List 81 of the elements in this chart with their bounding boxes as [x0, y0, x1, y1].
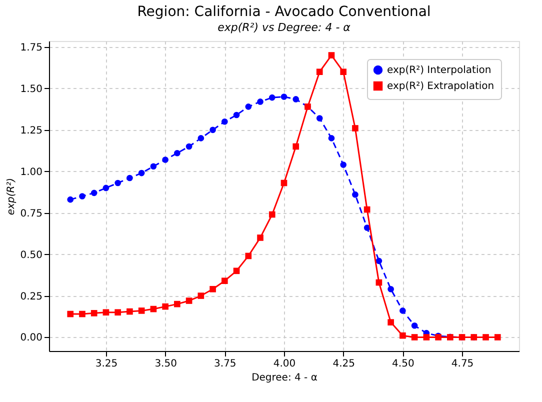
- y-tick-label: 1.75: [20, 42, 42, 54]
- point: [316, 115, 323, 122]
- point: [162, 303, 168, 310]
- point: [79, 193, 86, 200]
- x-tick-label: 4.00: [273, 358, 296, 370]
- legend-label: exp(R²) Extrapolation: [387, 81, 494, 92]
- point: [268, 211, 276, 218]
- point: [316, 68, 323, 76]
- y-tick-label: 1.50: [20, 84, 42, 95]
- point: [340, 162, 347, 168]
- point: [376, 258, 382, 264]
- point: [292, 96, 300, 102]
- point: [352, 125, 358, 132]
- point: [423, 334, 430, 340]
- point: [376, 279, 382, 286]
- x-axis-title: Degree: 4 - α: [252, 372, 318, 384]
- chart-subtitle: exp(R²) vs Degree: 4 - α: [218, 21, 352, 34]
- point: [411, 322, 418, 329]
- point: [221, 278, 228, 284]
- point: [328, 52, 335, 58]
- point: [388, 319, 394, 326]
- point: [233, 268, 240, 274]
- point: [364, 206, 370, 213]
- point: [186, 298, 192, 304]
- point: [482, 334, 489, 340]
- point: [233, 112, 240, 118]
- point: [114, 309, 121, 316]
- point: [280, 94, 288, 100]
- x-tick-label: 3.25: [95, 358, 118, 370]
- legend-label: exp(R²) Interpolation: [387, 65, 492, 76]
- point: [67, 310, 74, 318]
- y-tick-label: 0.25: [20, 291, 42, 302]
- point: [162, 156, 168, 163]
- point: [198, 135, 204, 142]
- point: [67, 196, 74, 203]
- point: [388, 286, 394, 292]
- point: [494, 334, 501, 340]
- point: [174, 150, 180, 156]
- point: [138, 308, 145, 314]
- point: [79, 310, 86, 318]
- point: [126, 174, 133, 182]
- point: [210, 286, 216, 292]
- point: [221, 118, 228, 125]
- point: [328, 135, 335, 142]
- point: [400, 308, 406, 314]
- y-tick-label: 1.25: [20, 125, 42, 136]
- point: [280, 180, 288, 186]
- x-tick-label: 3.50: [154, 358, 177, 370]
- x-tick-label: 4.50: [392, 358, 414, 370]
- point: [186, 143, 192, 150]
- point: [257, 234, 264, 241]
- point: [138, 170, 145, 176]
- y-axis-title: exp(R²): [6, 178, 18, 216]
- point: [90, 310, 98, 316]
- point: [126, 308, 133, 315]
- x-tick-label: 4.75: [451, 358, 474, 370]
- point: [340, 68, 347, 76]
- point: [114, 180, 121, 186]
- point: [198, 292, 204, 299]
- chart-title: Region: California - Avocado Conventional: [137, 4, 431, 20]
- point: [210, 126, 216, 134]
- point: [174, 300, 180, 308]
- point: [268, 94, 276, 101]
- point: [257, 98, 264, 105]
- x-tick-label: 4.25: [332, 358, 355, 370]
- point: [245, 104, 252, 110]
- point: [400, 332, 406, 339]
- point: [245, 252, 252, 260]
- x-tick-label: 3.75: [214, 358, 236, 370]
- point: [352, 191, 358, 198]
- point: [102, 184, 110, 192]
- y-tick-label: 0.75: [20, 208, 42, 220]
- y-tick-label: 0.50: [20, 250, 42, 261]
- y-tick-label: 1.00: [20, 166, 42, 178]
- point: [150, 306, 157, 312]
- point: [90, 190, 98, 196]
- point: [150, 163, 157, 170]
- point: [102, 309, 110, 316]
- point: [411, 334, 418, 340]
- point: [292, 143, 300, 150]
- y-tick-label: 0.00: [20, 332, 42, 344]
